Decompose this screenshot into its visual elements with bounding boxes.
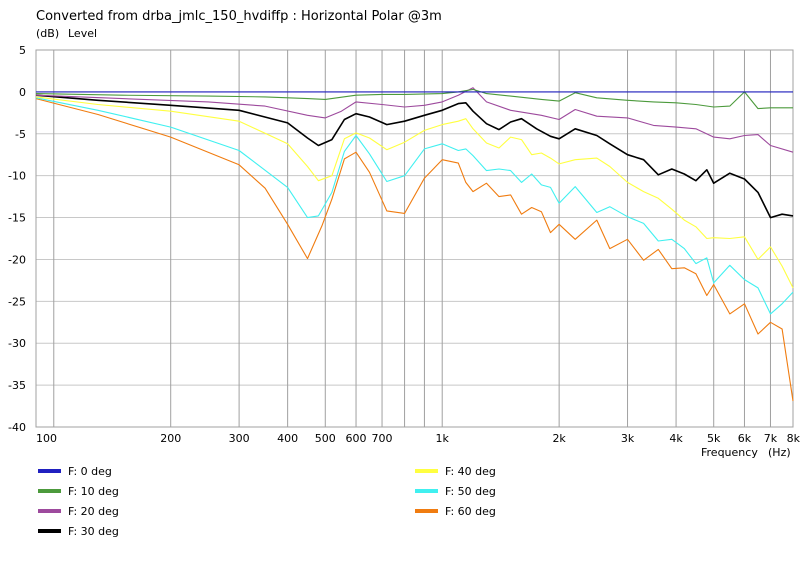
series-line-f-20-deg (35, 87, 794, 153)
x-tick-label: 8k (787, 432, 801, 445)
x-tick-label: 200 (160, 432, 181, 445)
legend-label: F: 0 deg (68, 465, 112, 478)
axis-ticks: 5 0 -5 -10 -15 -20 -25 -30 -35 -40 100 200 300 400 500… (8, 44, 801, 445)
legend-swatch (38, 469, 61, 473)
x-tick-label: 3k (621, 432, 635, 445)
x-tick-label: 2k (552, 432, 566, 445)
legend-swatch (415, 469, 438, 473)
series-line-f-30-deg (35, 94, 794, 219)
x-tick-label: 5k (707, 432, 721, 445)
legend: F: 0 deg F: 10 deg F: 20 deg F: 30 deg F: 40… (38, 465, 496, 538)
y-axis-label: Level (68, 27, 97, 40)
y-tick-label: -5 (15, 128, 26, 141)
legend-swatch (415, 489, 438, 493)
legend-swatch (415, 509, 438, 513)
y-tick-label: -10 (8, 170, 26, 183)
x-tick-label: 600 (346, 432, 367, 445)
y-tick-label: -25 (8, 295, 26, 308)
x-axis-unit: (Hz) (768, 446, 791, 459)
y-axis-unit: (dB) (36, 27, 59, 40)
y-tick-label: -30 (8, 337, 26, 350)
y-tick-label: 5 (19, 44, 26, 57)
y-tick-label: -20 (8, 253, 26, 266)
x-tick-label: 1k (436, 432, 450, 445)
curves (35, 87, 794, 402)
x-axis-label: Frequency (701, 446, 758, 459)
x-tick-label: 7k (764, 432, 778, 445)
x-tick-label: 6k (738, 432, 752, 445)
legend-label: F: 60 deg (445, 505, 496, 518)
x-tick-label: 4k (669, 432, 683, 445)
series-line-f-10-deg (35, 88, 793, 110)
chart-title: Converted from drba_jmlc_150_hvdiffp : H… (36, 9, 442, 24)
legend-label: F: 20 deg (68, 505, 119, 518)
x-tick-label: 300 (229, 432, 250, 445)
series-line-f-60-deg (35, 98, 794, 402)
x-tick-label: 500 (315, 432, 336, 445)
y-tick-label: -40 (8, 421, 26, 434)
legend-swatch (38, 509, 61, 513)
legend-label: F: 30 deg (68, 525, 119, 538)
y-tick-label: -15 (8, 212, 26, 225)
x-tick-label: 700 (372, 432, 393, 445)
plot-area-border (35, 49, 794, 428)
series-line-f-50-deg (35, 97, 794, 315)
x-tick-label: 400 (277, 432, 298, 445)
x-tick-label: 100 (36, 432, 57, 445)
legend-label: F: 50 deg (445, 485, 496, 498)
legend-label: F: 40 deg (445, 465, 496, 478)
y-tick-label: 0 (19, 86, 26, 99)
legend-label: F: 10 deg (68, 485, 119, 498)
series-line-f-40-deg (35, 96, 794, 289)
y-tick-label: -35 (8, 379, 26, 392)
legend-swatch (38, 489, 61, 493)
legend-swatch (38, 529, 61, 533)
grid (36, 49, 794, 428)
